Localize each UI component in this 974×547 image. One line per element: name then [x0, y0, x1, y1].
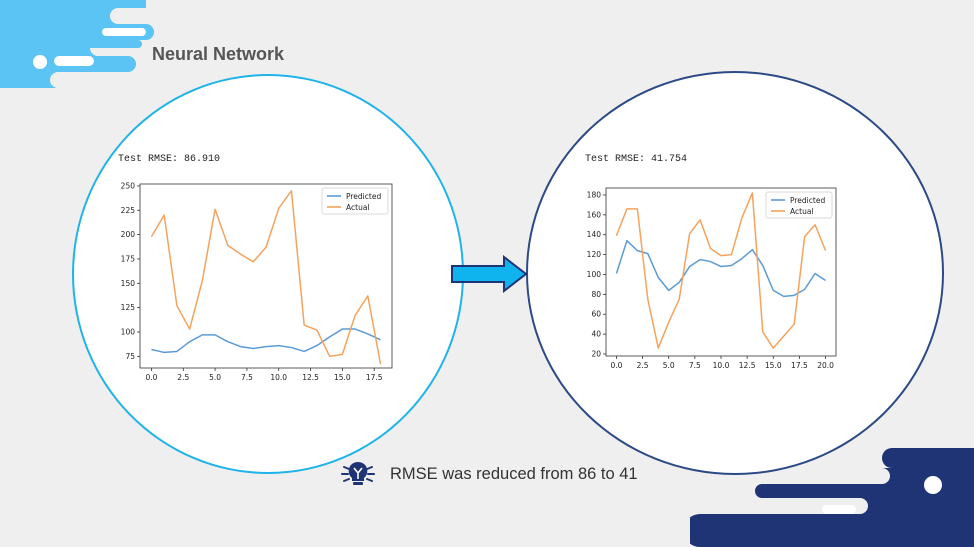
x-tick-label: 17.5 [791, 361, 808, 370]
y-tick-label: 120 [587, 250, 602, 259]
y-tick-label: 160 [587, 210, 602, 219]
series-line-actual [615, 192, 827, 349]
y-tick-label: 75 [125, 352, 135, 361]
lightbulb-icon [341, 461, 375, 485]
legend: Predicted Actual [321, 187, 389, 215]
y-tick-label: 20 [591, 350, 601, 359]
left-rmse-label: Test RMSE: 86.910 [118, 154, 221, 165]
y-tick-label: 150 [121, 279, 136, 288]
x-tick-label: 10.0 [713, 361, 730, 370]
x-tick-label: 15.0 [334, 373, 351, 382]
y-tick-label: 60 [591, 310, 601, 319]
x-tick-label: 17.5 [366, 373, 383, 382]
series-line-actual [150, 190, 382, 365]
y-tick-label: 200 [121, 230, 136, 239]
y-tick-label: 250 [121, 181, 136, 190]
y-tick-label: 40 [591, 330, 601, 339]
legend-entry: Predicted [346, 192, 381, 201]
x-tick-label: 12.5 [302, 373, 319, 382]
x-tick-label: 15.0 [765, 361, 782, 370]
right-chart-circle [526, 71, 944, 475]
y-tick-label: 140 [587, 230, 602, 239]
right-rmse-label: Test RMSE: 41.754 [585, 154, 688, 165]
x-tick-label: 12.5 [739, 361, 756, 370]
x-tick-label: 2.5 [637, 361, 649, 370]
x-tick-label: 0.0 [610, 361, 622, 370]
right-arrow-icon [451, 255, 528, 293]
x-tick-label: 0.0 [145, 373, 157, 382]
x-tick-label: 5.0 [209, 373, 221, 382]
y-tick-label: 225 [121, 206, 136, 215]
x-tick-label: 2.5 [177, 373, 189, 382]
y-tick-label: 175 [121, 254, 136, 263]
legend: Predicted Actual [765, 191, 833, 219]
top-left-decoration [0, 0, 154, 88]
series-line-predicted [615, 239, 826, 298]
bottom-right-decoration [690, 448, 974, 547]
legend-entry: Actual [790, 207, 814, 216]
y-tick-label: 100 [121, 327, 136, 336]
y-tick-label: 100 [587, 270, 602, 279]
y-tick-label: 180 [587, 190, 602, 199]
x-tick-label: 7.5 [689, 361, 701, 370]
rmse-summary-note: RMSE was reduced from 86 to 41 [390, 465, 638, 483]
x-tick-label: 5.0 [663, 361, 675, 370]
slide-title: Neural Network [152, 44, 285, 64]
right-line-chart: 0.0 2.5 5.0 7.5 10.0 12.5 15.0 17.5 20.0 20 40 60 80… [587, 187, 837, 370]
x-tick-label: 7.5 [241, 373, 253, 382]
y-tick-label: 80 [591, 290, 601, 299]
plot-area [139, 183, 393, 369]
legend-entry: Predicted [790, 196, 825, 205]
y-tick-label: 125 [121, 303, 136, 312]
legend-entry: Actual [346, 203, 370, 212]
series-line-predicted [151, 328, 381, 354]
x-tick-label: 10.0 [270, 373, 287, 382]
x-tick-label: 20.0 [817, 361, 834, 370]
left-line-chart: 0.0 2.5 5.0 7.5 10.0 12.5 15.0 17.5 75 100 125 150 1… [121, 181, 393, 382]
